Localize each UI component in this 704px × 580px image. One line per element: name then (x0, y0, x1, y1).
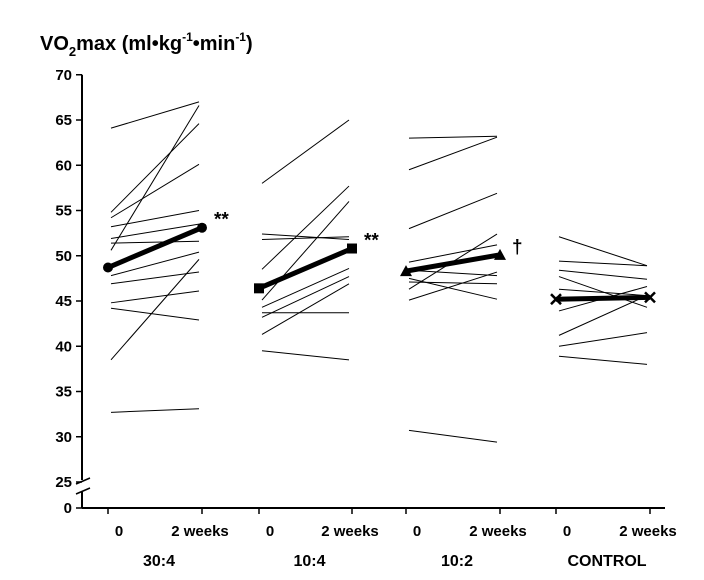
x-tick-label-10-4-0: 0 (266, 523, 274, 540)
y-label-sub: 2 (69, 44, 76, 59)
individual-line-30-4-8 (110, 223, 200, 240)
significance-30-4: ** (214, 210, 229, 231)
individual-line-10-4-6 (261, 201, 350, 301)
mean-marker-10-4-1 (347, 243, 357, 254)
mean-marker-control-1-b (644, 291, 656, 304)
y-tick-label-50: 50 (55, 248, 72, 265)
x-tick-label-10-2-0: 0 (413, 523, 421, 540)
individual-line-30-4-1 (110, 408, 200, 413)
y-tick-label-65: 65 (55, 112, 72, 129)
y-tick-label-25: 25 (55, 474, 72, 491)
y-tick-label-30: 30 (55, 429, 72, 446)
individual-line-30-4-12 (110, 101, 200, 129)
individual-line-30-4-10 (110, 163, 200, 219)
series-layer (103, 101, 656, 443)
y-tick-label-55: 55 (55, 203, 72, 220)
individual-line-30-4-4 (110, 290, 200, 304)
y-tick-label-0: 0 (64, 500, 72, 517)
x-tick-label-10-2-1: 2 weeks (469, 523, 527, 540)
axis-break-mark-bottom (75, 487, 91, 495)
group-label-control: CONTROL (567, 553, 646, 570)
individual-line-10-4-3 (261, 276, 350, 318)
mean-marker-control-0 (550, 293, 562, 306)
individual-line-10-4-8 (261, 236, 350, 240)
individual-line-control-6 (558, 276, 648, 308)
individual-line-10-2-1 (408, 429, 498, 443)
mean-marker-10-4-0 (254, 283, 264, 294)
individual-line-10-4-5 (261, 267, 350, 308)
group-label-30-4: 30:4 (143, 553, 175, 570)
individual-line-10-2-2 (408, 271, 498, 301)
individual-line-10-2-4 (408, 281, 498, 285)
mean-line-30-4 (107, 225, 203, 270)
mean-marker-10-2-0 (400, 265, 412, 277)
y-label-rest: max (ml•kg (76, 33, 182, 55)
x-tick-label-30-4-1: 2 weeks (171, 523, 229, 540)
y-label-mid: •min (193, 33, 236, 55)
x-tick-label-control-1: 2 weeks (619, 523, 677, 540)
y-tick-label-45: 45 (55, 293, 72, 310)
individual-line-control-2 (558, 332, 648, 347)
y-axis-label: VO2max (ml•kg-1•min-1) (40, 30, 253, 59)
y-tick-label-70: 70 (55, 67, 72, 84)
individual-line-10-2-6 (408, 269, 498, 277)
mean-marker-30-4-1 (197, 222, 207, 233)
individual-line-10-4-9 (261, 233, 350, 240)
individual-line-10-2-10 (408, 135, 498, 139)
individual-line-30-4-6 (110, 251, 200, 277)
individual-line-control-8 (558, 260, 648, 267)
axes: 0 25 30 35 40 45 50 55 60 65 70 (55, 67, 665, 517)
mean-marker-control-0-b (550, 293, 562, 306)
group-label-10-2: 10:2 (441, 553, 473, 570)
individual-line-30-4-3 (110, 307, 200, 321)
axis-break-mark-top (75, 477, 91, 485)
y-label-exp2: -1 (235, 30, 246, 44)
individual-line-10-2-8 (408, 192, 498, 230)
individual-line-10-2-9 (408, 136, 498, 171)
individual-line-10-2-7 (408, 244, 498, 263)
individual-line-control-7 (558, 269, 648, 280)
individual-line-control-9 (558, 236, 648, 267)
individual-line-30-4-5 (110, 271, 200, 285)
y-label-close: ) (246, 33, 253, 55)
individual-line-10-4-10 (261, 119, 350, 184)
svg-text:VO2max (ml•kg-1•min-1): VO2max (ml•kg-1•min-1) (40, 30, 253, 59)
individual-line-10-4-2 (261, 283, 350, 335)
y-label-vo: VO (40, 33, 69, 55)
mean-marker-10-2-1 (494, 248, 506, 260)
individual-line-10-4-1 (261, 350, 350, 361)
individual-line-30-4-9 (110, 210, 200, 228)
individual-line-control-3 (558, 295, 648, 336)
mean-line-10-4 (258, 246, 353, 291)
individual-line-control-1 (558, 355, 648, 365)
individual-line-30-4-11 (110, 123, 200, 213)
group-label-10-4: 10:4 (293, 553, 325, 570)
individual-line-10-2-5 (408, 277, 498, 300)
label-layer: 0 2 weeks 30:4 ** 0 2 weeks 10:4 ** 0 2 weeks 10:2… (115, 210, 677, 570)
x-tick-label-control-0: 0 (563, 523, 571, 540)
x-tick-label-30-4-0: 0 (115, 523, 123, 540)
x-tick-label-10-4-1: 2 weeks (321, 523, 379, 540)
mean-line-10-2 (405, 252, 501, 274)
mean-line-control (555, 294, 651, 302)
significance-10-4: ** (364, 231, 379, 252)
mean-marker-30-4-0 (103, 262, 113, 273)
individual-line-10-4-7 (261, 185, 350, 270)
y-tick-label-60: 60 (55, 157, 72, 174)
individual-line-30-4-7 (110, 240, 200, 244)
y-tick-label-35: 35 (55, 384, 72, 401)
individual-line-30-4-13 (110, 105, 200, 251)
significance-10-2: † (512, 237, 523, 258)
y-label-exp1: -1 (182, 30, 193, 44)
mean-marker-control-1 (644, 291, 656, 304)
individual-line-30-4-2 (110, 259, 200, 361)
y-tick-label-40: 40 (55, 338, 72, 355)
